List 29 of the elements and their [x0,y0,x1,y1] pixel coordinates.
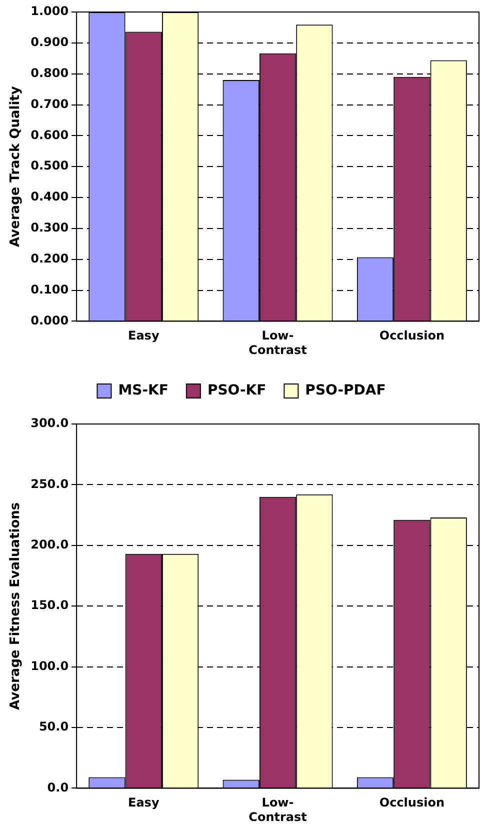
x-tick-label: Low-Contrast [248,328,308,357]
y-tick-label: 0.500 [30,158,69,173]
y-tick-label: 300.0 [30,416,69,430]
y-tick-label: 0.400 [30,190,69,204]
x-tick-label: Occlusion [379,328,444,343]
x-tick-label: Easy [128,796,160,810]
legend-label: MS-KF [118,382,168,399]
y-axis-title: Average Track Quality [8,86,24,248]
y-tick-label: 150.0 [30,598,69,612]
x-tick-label: Low-Contrast [248,796,308,824]
y-tick-label: 0.0 [47,780,69,794]
y-tick-label: 0.600 [30,128,69,142]
y-tick-label: 0.800 [30,66,69,80]
y-tick-label: 50.0 [38,720,69,734]
y-tick-label: 0.700 [30,96,69,111]
y-tick-label: 1.000 [30,4,69,18]
y-axis-title: Average Fitness Evaluations [8,502,24,710]
x-tick-label: Easy [128,328,160,343]
y-tick-label: 0.200 [30,251,69,266]
y-tick-label: 200.0 [30,538,69,552]
legend-label: PSO-PDAF [305,382,386,399]
y-tick-label: 0.300 [30,220,69,235]
x-tick-label: Occlusion [379,796,444,810]
y-tick-label: 0.000 [30,313,69,328]
y-tick-label: 100.0 [30,658,69,673]
y-tick-label: 0.100 [30,282,69,296]
y-tick-label: 250.0 [30,476,69,491]
y-tick-label: 0.900 [30,35,69,50]
legend-label: PSO-KF [207,382,266,399]
